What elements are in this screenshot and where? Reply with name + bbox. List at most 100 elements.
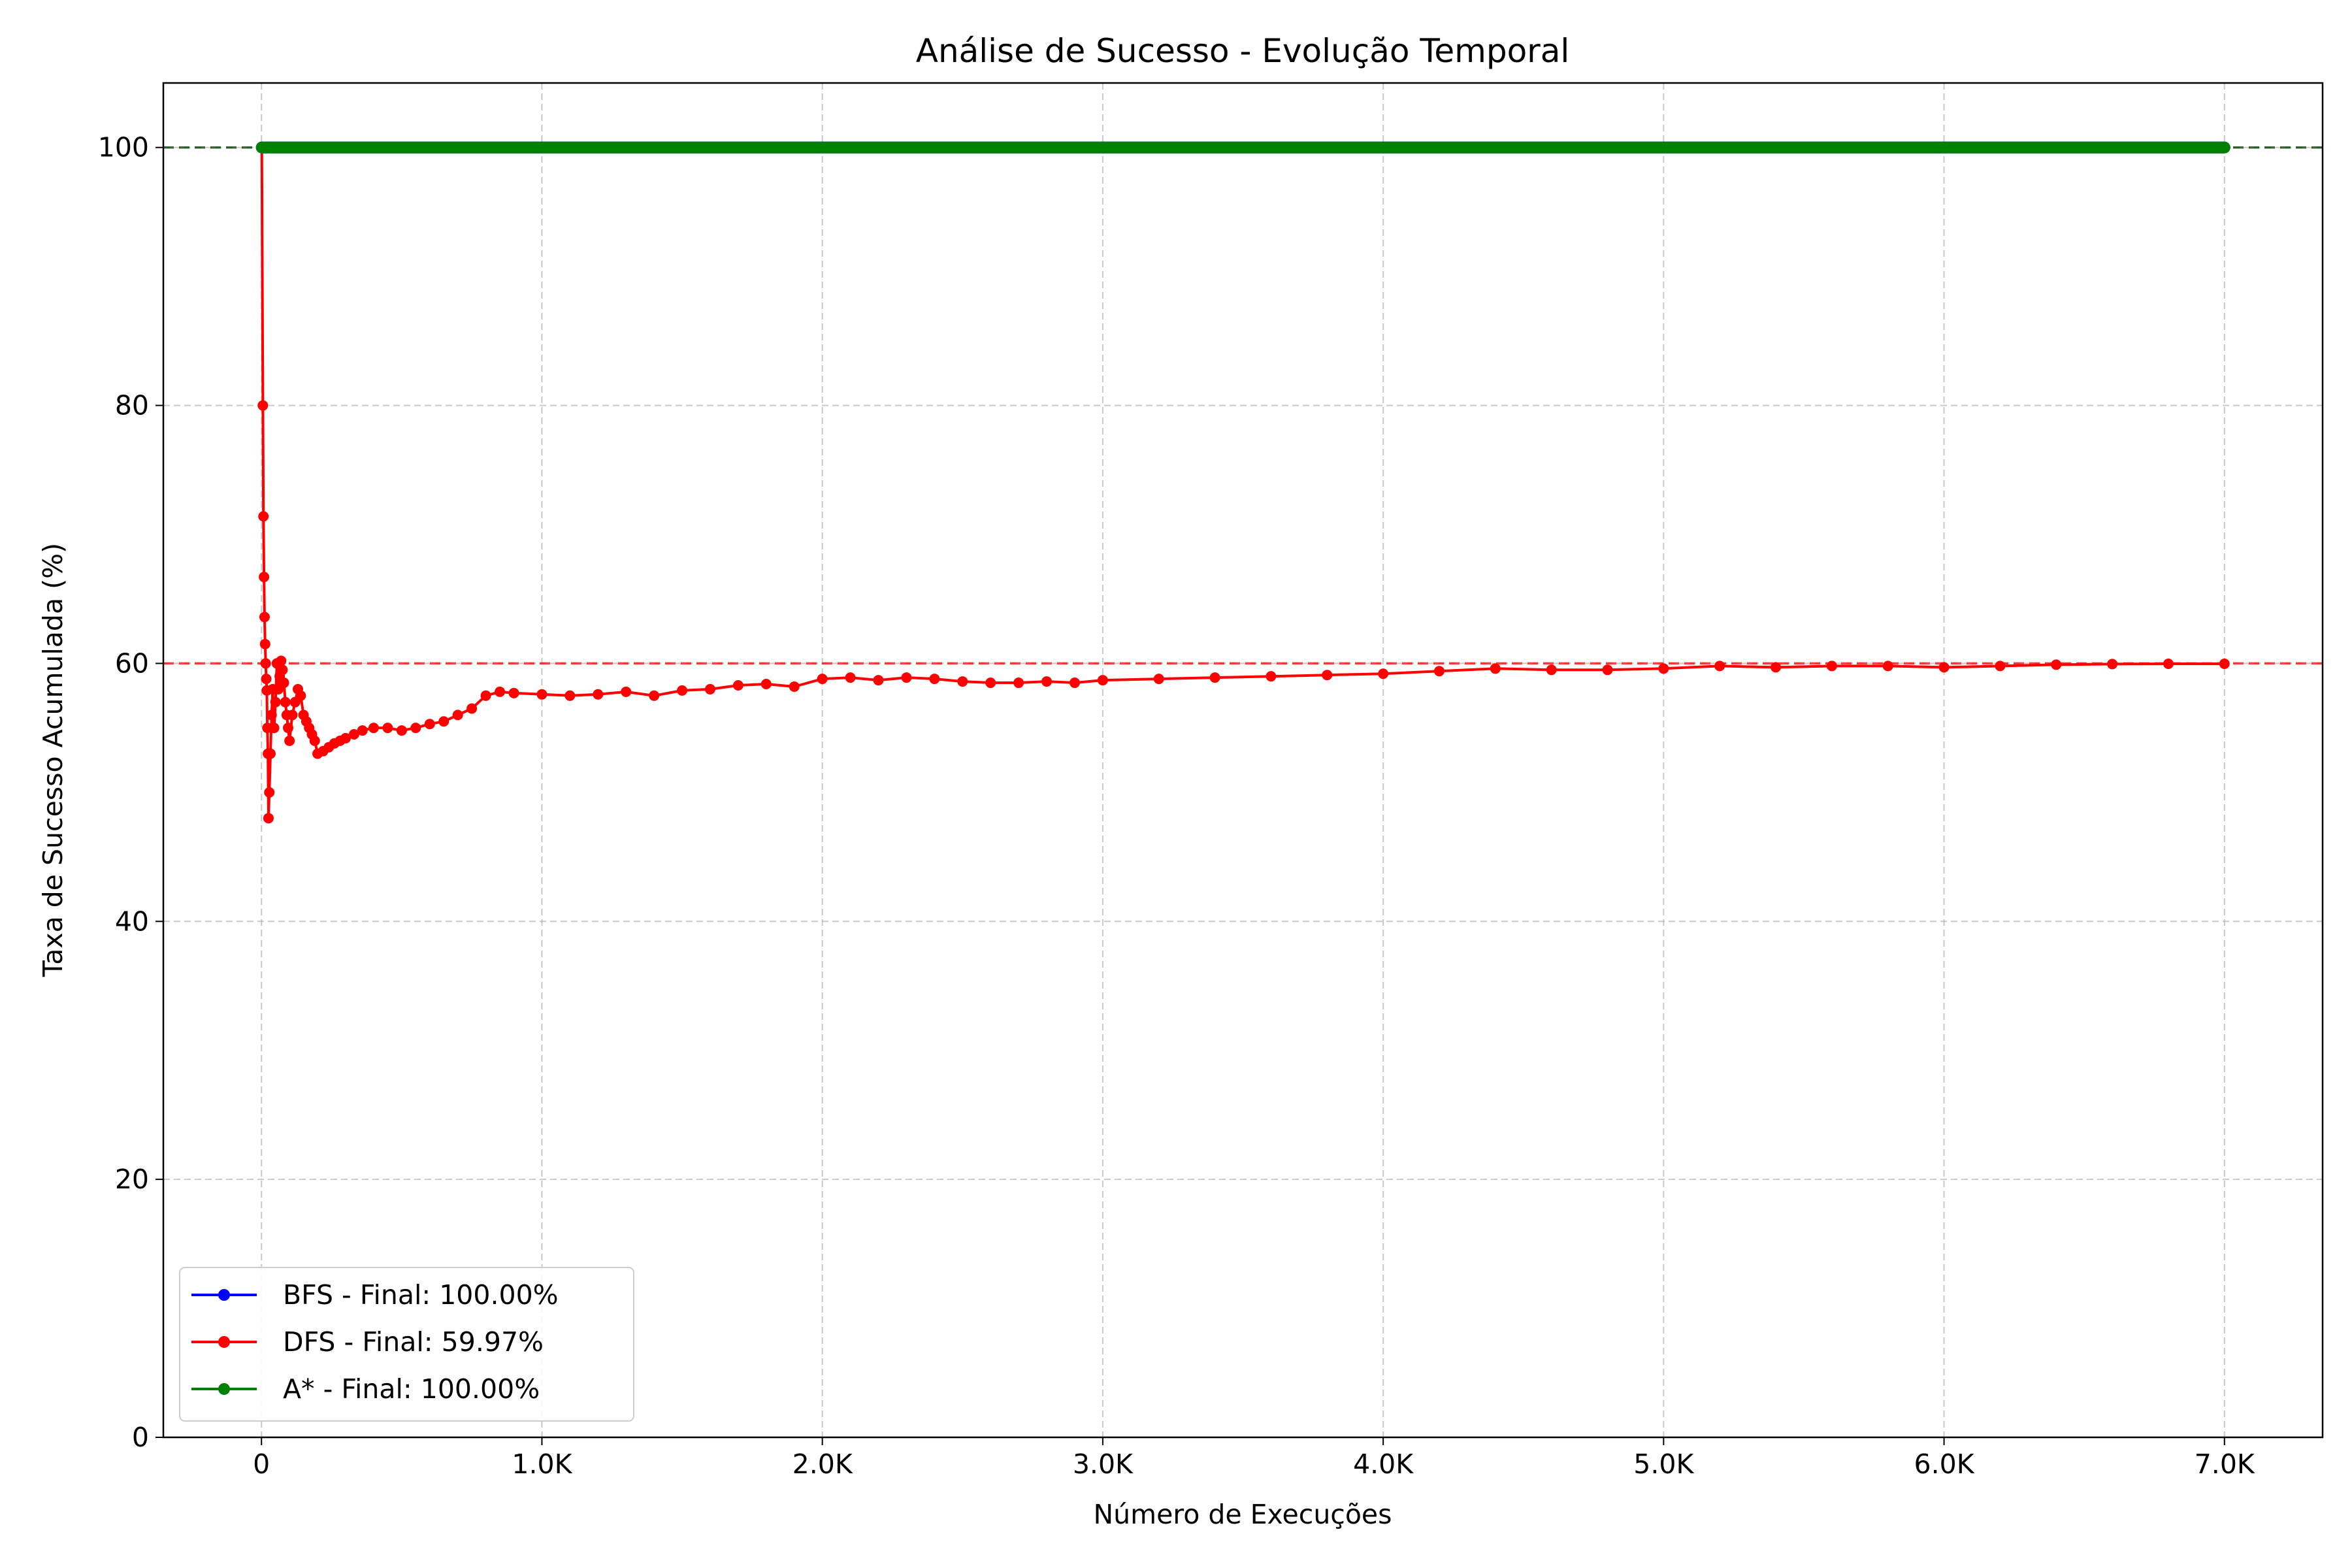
data-point xyxy=(1995,661,2006,672)
legend-swatch-marker xyxy=(218,1383,230,1395)
x-tick-label: 4.0K xyxy=(1353,1448,1414,1480)
data-point xyxy=(295,690,306,701)
series-dfs xyxy=(256,142,2230,824)
data-point xyxy=(1322,670,1333,681)
data-point xyxy=(396,725,407,736)
legend-swatch-marker xyxy=(218,1336,230,1348)
data-point xyxy=(438,716,449,727)
data-point xyxy=(873,675,884,686)
data-point xyxy=(536,689,547,700)
x-tick-label: 1.0K xyxy=(512,1448,572,1480)
data-point xyxy=(452,710,463,721)
data-point xyxy=(1069,678,1080,689)
x-tick-label: 3.0K xyxy=(1073,1448,1134,1480)
data-point xyxy=(760,679,772,690)
data-point xyxy=(957,676,968,687)
data-point xyxy=(259,572,270,583)
data-point xyxy=(263,813,274,824)
data-point xyxy=(508,687,519,698)
y-axis-ticks: 0 20 40 60 80 100 xyxy=(98,132,163,1453)
data-point xyxy=(704,683,715,694)
data-point xyxy=(1938,662,1950,673)
y-tick-label: 40 xyxy=(115,906,149,937)
x-tick-label: 6.0K xyxy=(1914,1448,1975,1480)
data-point xyxy=(280,696,291,708)
data-point xyxy=(265,748,276,759)
data-point xyxy=(340,732,351,743)
data-point xyxy=(901,672,912,683)
data-point xyxy=(368,723,379,734)
data-point xyxy=(789,681,800,692)
data-point xyxy=(1041,676,1053,687)
data-point xyxy=(260,658,271,669)
data-point xyxy=(817,674,828,685)
data-point xyxy=(1826,661,1837,672)
y-tick-label: 60 xyxy=(115,647,149,679)
data-point xyxy=(2219,659,2230,670)
data-point xyxy=(270,696,281,708)
data-point xyxy=(1209,672,1220,683)
data-point xyxy=(480,690,491,701)
y-tick-label: 100 xyxy=(98,132,149,163)
data-point xyxy=(258,511,269,522)
data-point xyxy=(845,672,856,683)
data-point xyxy=(929,674,940,685)
data-point xyxy=(1882,661,1893,672)
legend-box xyxy=(179,1267,634,1422)
data-point xyxy=(649,690,660,701)
data-point xyxy=(1714,661,1725,672)
data-point xyxy=(266,710,277,721)
x-tick-label: 7.0K xyxy=(2195,1448,2255,1480)
x-axis-label: Número de Execuções xyxy=(1093,1499,1392,1530)
legend-label: BFS - Final: 100.00% xyxy=(283,1279,559,1311)
y-tick-label: 20 xyxy=(115,1164,149,1195)
data-point xyxy=(732,679,743,691)
data-point xyxy=(1546,664,1557,676)
data-point xyxy=(593,689,604,700)
series-layer xyxy=(255,141,2230,824)
y-tick-label: 80 xyxy=(115,390,149,421)
data-point xyxy=(2051,659,2062,670)
data-point xyxy=(410,723,421,734)
data-point xyxy=(2163,659,2174,670)
legend-label: DFS - Final: 59.97% xyxy=(283,1326,544,1358)
data-point xyxy=(309,735,320,746)
data-point xyxy=(466,703,478,714)
data-point xyxy=(1490,663,1501,674)
data-point xyxy=(564,690,576,701)
data-point xyxy=(1378,668,1389,679)
data-point xyxy=(2107,659,2118,670)
data-point xyxy=(287,710,298,721)
data-point xyxy=(283,723,294,734)
data-point xyxy=(278,678,289,689)
data-point xyxy=(264,787,275,798)
data-point xyxy=(257,400,269,411)
data-point xyxy=(259,638,270,649)
data-point xyxy=(1266,671,1277,682)
data-point xyxy=(269,723,280,734)
y-tick-label: 0 xyxy=(132,1422,149,1453)
data-point xyxy=(348,729,359,740)
data-point xyxy=(284,735,295,746)
data-point xyxy=(677,685,688,696)
x-tick-label: 0 xyxy=(253,1448,270,1480)
x-tick-label: 2.0K xyxy=(792,1448,853,1480)
legend: BFS - Final: 100.00% DFS - Final: 59.97% A… xyxy=(179,1267,634,1422)
data-point xyxy=(985,678,996,689)
data-point xyxy=(1771,662,1782,673)
data-point xyxy=(1097,675,1108,686)
data-point xyxy=(621,686,632,697)
data-point xyxy=(1658,663,1669,674)
data-point xyxy=(1153,674,1164,685)
data-point xyxy=(277,664,288,676)
legend-swatch-marker xyxy=(218,1289,230,1301)
data-point xyxy=(357,725,368,736)
data-point xyxy=(1433,666,1445,677)
y-axis-label: Taxa de Sucesso Acumulada (%) xyxy=(37,543,69,977)
plot-frame xyxy=(162,82,2324,1439)
x-axis-ticks: 0 1.0K 2.0K 3.0K 4.0K 5.0K 6.0K 7.0K xyxy=(253,1437,2255,1480)
data-point xyxy=(1013,678,1024,689)
data-point xyxy=(259,612,270,623)
data-point xyxy=(382,723,393,734)
